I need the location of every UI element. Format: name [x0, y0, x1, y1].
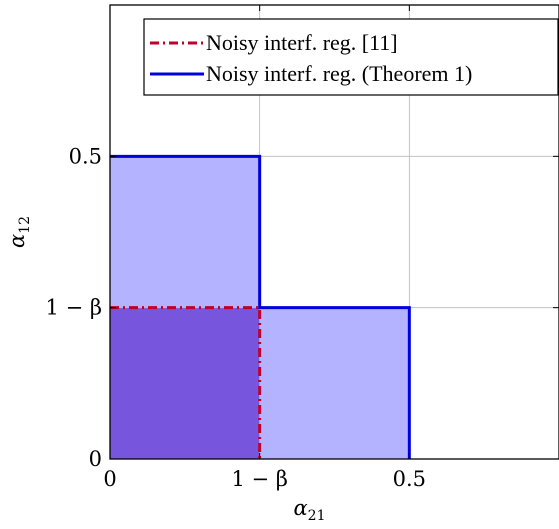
- legend-box: [143, 18, 559, 96]
- legend-label-2: Noisy interf. reg. (Theorem 1): [206, 61, 472, 86]
- y-axis-label: α12: [5, 216, 33, 248]
- legend: Noisy interf. reg. [11] Noisy interf. reg…: [143, 18, 559, 96]
- x-tick-label-3: 0.5: [393, 467, 426, 491]
- region-fill-1: [110, 307, 260, 459]
- x-tick-label-1: 0: [103, 467, 116, 491]
- series-line-2: [110, 154, 411, 459]
- x-axis-label: α21: [293, 496, 325, 524]
- y-tick-label-2: 1 − β: [46, 296, 102, 320]
- x-tick-label-2: 1 − β: [231, 467, 287, 491]
- region-boundaries: [110, 154, 411, 459]
- ticks: 0 1 − β 0.5 0 1 − β 0.5: [46, 5, 559, 491]
- y-tick-label-1: 0: [89, 447, 102, 471]
- plot-frame: [109, 4, 559, 460]
- legend-label-1: Noisy interf. reg. [11]: [206, 30, 398, 55]
- series-line-1: [110, 306, 262, 459]
- y-tick-label-3: 0.5: [69, 144, 102, 168]
